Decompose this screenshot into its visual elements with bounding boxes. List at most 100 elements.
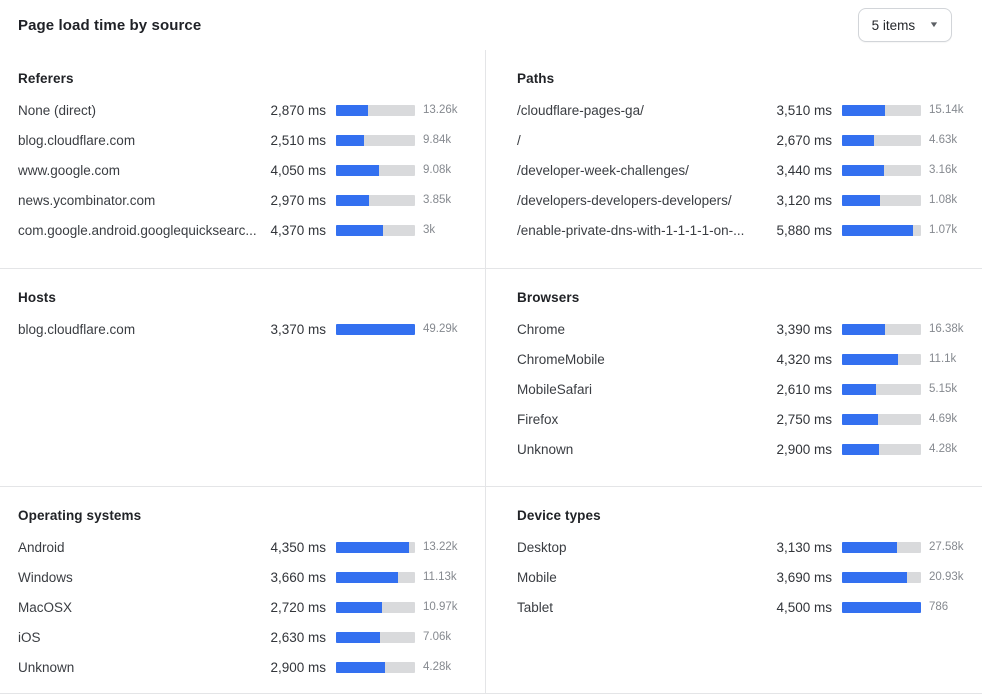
row-bar-track [842,443,921,455]
source-row[interactable]: blog.cloudflare.com 3,370 ms 49.29k [18,314,469,344]
row-load-time: 3,390 ms [776,321,832,337]
source-row[interactable]: Unknown 2,900 ms 4.28k [18,652,469,682]
row-load-time: 3,130 ms [776,539,832,555]
items-count-value: 5 items [871,17,916,33]
source-row[interactable]: Chrome 3,390 ms 16.38k [517,314,975,344]
source-row[interactable]: Tablet 4,500 ms 786 [517,592,975,622]
source-row[interactable]: blog.cloudflare.com 2,510 ms 9.84k [18,125,469,155]
row-label: com.google.android.googlequicksearc... [18,222,257,238]
source-row[interactable]: Android 4,350 ms 13.22k [18,532,469,562]
source-row[interactable]: MobileSafari 2,610 ms 5.15k [517,374,975,404]
row-load-time: 4,500 ms [776,599,832,615]
row-load-time: 3,510 ms [776,102,832,118]
panel-operating-systems: Operating systems Android 4,350 ms 13.22… [18,508,469,682]
panel-hosts: Hosts blog.cloudflare.com 3,370 ms 49.29… [18,290,469,344]
source-row[interactable]: Windows 3,660 ms 11.13k [18,562,469,592]
column-divider [485,50,486,268]
items-count-dropdown[interactable]: 5 items ▼ [857,8,952,42]
row-label: Tablet [517,599,554,615]
panel-title: Hosts [18,290,57,305]
row-label: MacOSX [18,599,73,615]
source-row[interactable]: www.google.com 4,050 ms 9.08k [18,155,469,185]
panel-rows: Desktop 3,130 ms 27.58k Mobile 3,690 ms … [517,532,975,622]
row-bar-track [336,323,415,335]
row-bar-fill [842,134,875,146]
row-bar-track [336,601,415,613]
source-row[interactable]: Mobile 3,690 ms 20.93k [517,562,975,592]
row-count: 4.63k [929,134,958,146]
row-count: 13.26k [423,104,458,116]
row-bar-track [336,571,415,583]
row-bar-fill [842,541,898,553]
row-label: Unknown [18,659,75,675]
row-label: /enable-private-dns-with-1-1-1-1-on-... [517,222,745,238]
row-bar-track [842,164,921,176]
row-count: 15.14k [929,104,964,116]
source-row[interactable]: None (direct) 2,870 ms 13.26k [18,95,469,125]
row-bar-track [842,601,921,613]
source-row[interactable]: com.google.android.googlequicksearc... 4… [18,215,469,245]
source-row[interactable]: MacOSX 2,720 ms 10.97k [18,592,469,622]
row-bar-fill [842,164,884,176]
row-load-time: 2,870 ms [270,102,326,118]
source-row[interactable]: /developer-week-challenges/ 3,440 ms 3.1… [517,155,975,185]
row-load-time: 3,440 ms [776,162,832,178]
row-load-time: 2,670 ms [776,132,832,148]
panel-rows: blog.cloudflare.com 3,370 ms 49.29k [18,314,469,344]
source-row[interactable]: news.ycombinator.com 2,970 ms 3.85k [18,185,469,215]
source-row[interactable]: /developers-developers-developers/ 3,120… [517,185,975,215]
source-row[interactable]: iOS 2,630 ms 7.06k [18,622,469,652]
row-load-time: 2,970 ms [270,192,326,208]
row-label: / [517,132,521,148]
row-label: Desktop [517,539,567,555]
row-load-time: 3,370 ms [270,321,326,337]
row-count: 16.38k [929,323,964,335]
row-bar-fill [336,164,380,176]
row-label: Mobile [517,569,557,585]
row-count: 9.08k [423,164,452,176]
row-bar-track [336,164,415,176]
source-row[interactable]: /cloudflare-pages-ga/ 3,510 ms 15.14k [517,95,975,125]
row-bar-track [842,383,921,395]
panel-title: Paths [517,71,555,86]
row-bar-fill [336,134,365,146]
row-label: iOS [18,629,41,645]
row-label: /developer-week-challenges/ [517,162,689,178]
source-row[interactable]: /enable-private-dns-with-1-1-1-1-on-... … [517,215,975,245]
source-row[interactable]: Unknown 2,900 ms 4.28k [517,434,975,464]
row-count: 786 [929,601,949,613]
section-row-1: Referers None (direct) 2,870 ms 13.26k b… [0,50,982,268]
section-row-2: Hosts blog.cloudflare.com 3,370 ms 49.29… [0,268,982,486]
row-label: None (direct) [18,102,97,118]
row-bar-track [336,194,415,206]
source-row[interactable]: Firefox 2,750 ms 4.69k [517,404,975,434]
row-count: 4.69k [929,413,958,425]
row-bar-track [842,353,921,365]
source-row[interactable]: ChromeMobile 4,320 ms 11.1k [517,344,975,374]
panel-rows: /cloudflare-pages-ga/ 3,510 ms 15.14k / … [517,95,975,245]
row-label: /developers-developers-developers/ [517,192,732,208]
row-load-time: 2,900 ms [270,659,326,675]
row-count: 4.28k [929,443,958,455]
row-load-time: 2,510 ms [270,132,326,148]
row-load-time: 2,630 ms [270,629,326,645]
panel-rows: Chrome 3,390 ms 16.38k ChromeMobile 4,32… [517,314,975,464]
row-load-time: 5,880 ms [776,222,832,238]
row-load-time: 2,720 ms [270,599,326,615]
row-load-time: 2,900 ms [776,441,832,457]
row-count: 3k [423,224,436,236]
row-bar-fill [336,224,384,236]
panel-title: Referers [18,71,74,86]
source-row[interactable]: Desktop 3,130 ms 27.58k [517,532,975,562]
source-row[interactable]: / 2,670 ms 4.63k [517,125,975,155]
row-bar-fill [842,323,886,335]
row-count: 27.58k [929,541,964,553]
row-load-time: 2,750 ms [776,411,832,427]
row-bar-track [842,413,921,425]
row-bar-fill [336,104,369,116]
row-bar-fill [336,194,370,206]
row-bar-fill [842,601,921,613]
row-bar-track [842,571,921,583]
row-bar-fill [842,194,880,206]
row-bar-fill [336,631,381,643]
